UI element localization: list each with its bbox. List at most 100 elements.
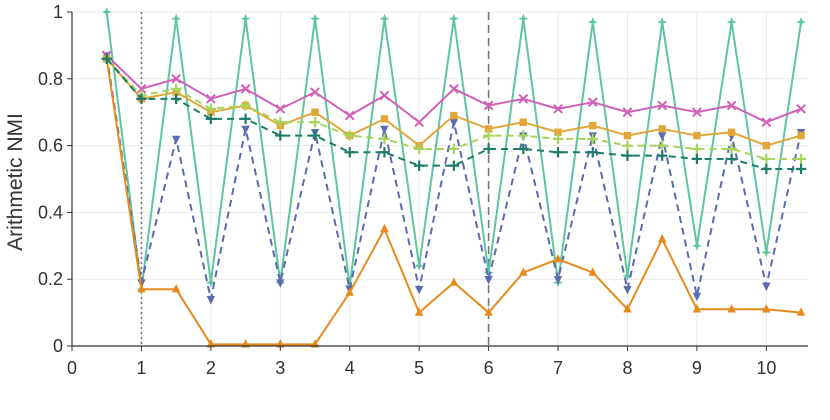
series-5-point-5	[275, 117, 286, 128]
series-5-point-19	[761, 153, 772, 165]
series-0-point-0	[101, 7, 112, 17]
tick-labels: 0 1 2 3 4 5 6 7 8 9 10 0 0.2 0.4 0.6 0.8 1	[38, 2, 776, 378]
series-2-point-19	[762, 304, 771, 313]
series-5-point-11	[483, 130, 494, 141]
series-3-point-16	[657, 100, 668, 111]
series-2-point-17	[692, 304, 702, 313]
series-2-point-18	[727, 304, 736, 313]
series-5-point-6	[309, 117, 321, 128]
series-6-point-7	[344, 147, 355, 158]
series-5-point-14	[587, 133, 598, 145]
series-6-point-20	[795, 163, 807, 175]
series-0-point-3	[205, 277, 216, 288]
series-0-point-17	[691, 240, 702, 251]
y-tick-label-1: 0.2	[38, 269, 63, 289]
series-1-point-4	[241, 125, 250, 135]
series-6-point-1	[136, 93, 147, 105]
series-0-point-4	[240, 13, 251, 24]
series-4-point-14	[589, 121, 597, 130]
series-3-point-9	[414, 117, 425, 128]
series-1-point-9	[414, 286, 424, 295]
series-3-point-7	[344, 110, 355, 121]
series-3-point-19	[761, 117, 772, 128]
series-5-point-13	[552, 133, 564, 145]
x-tick-label-7: 7	[553, 358, 563, 378]
series-layer	[101, 7, 807, 348]
series-6-point-6	[309, 130, 321, 141]
series-0-point-14	[587, 17, 598, 28]
reference-lines	[140, 12, 490, 346]
x-tick-label-2: 2	[206, 358, 216, 378]
series-1-point-16	[657, 132, 667, 141]
series-4-point-16	[658, 125, 666, 133]
series-6-point-0	[101, 53, 112, 64]
series-3-point-3	[205, 93, 216, 104]
series-3-point-8	[379, 90, 390, 101]
series-1-point-17	[692, 292, 702, 302]
series-3-point-18	[726, 100, 737, 111]
series-2-point-1	[137, 284, 146, 293]
series-4-point-17	[693, 131, 701, 140]
series-0-point-10	[448, 13, 459, 24]
series-4-point-18	[727, 128, 736, 136]
series-5-point-9	[413, 143, 425, 155]
y-tick-label-0: 0	[53, 336, 63, 356]
series-4-point-15	[623, 131, 632, 140]
series-6-point-3	[205, 113, 217, 125]
series-6-point-12	[518, 143, 529, 155]
series-0-point-6	[310, 13, 321, 24]
series-2-point-15	[623, 304, 632, 313]
series-5-point-3	[205, 103, 217, 115]
series-4-point-12	[519, 118, 528, 126]
series-0-point-9	[414, 260, 425, 271]
series-1-point-11	[484, 276, 493, 285]
y-axis-title: Arithmetic NMI	[4, 113, 27, 251]
series-6-point-8	[379, 147, 390, 158]
series-5-point-4	[240, 100, 251, 111]
x-tick-label-0: 0	[67, 358, 77, 378]
series-3	[101, 50, 806, 128]
x-tick-label-3: 3	[275, 358, 285, 378]
x-tick-label-4: 4	[345, 358, 355, 378]
series-6-point-9	[413, 160, 425, 171]
series-6-point-4	[240, 113, 251, 125]
series-4-point-20	[797, 131, 805, 140]
series-1-point-3	[206, 296, 216, 305]
series-4-point-19	[762, 141, 771, 150]
series-3-point-1	[136, 83, 147, 94]
series-2-point-8	[380, 223, 389, 233]
x-tick-label-8: 8	[622, 358, 632, 378]
series-3-point-4	[240, 83, 251, 94]
series-5-point-17	[691, 143, 703, 155]
series-6-point-16	[656, 150, 668, 161]
series-2-point-2	[171, 284, 181, 293]
series-6-point-13	[552, 147, 564, 158]
series-1-point-5	[276, 279, 285, 288]
series-5-point-18	[726, 143, 737, 155]
series-0-point-18	[726, 17, 737, 28]
series-3-point-13	[553, 103, 563, 114]
series-1-point-10	[449, 119, 459, 128]
series-2-point-10	[449, 277, 459, 286]
series-3-point-10	[448, 83, 459, 94]
series-3-point-15	[622, 107, 633, 118]
x-tick-label-1: 1	[136, 358, 146, 378]
series-0-point-12	[518, 13, 529, 24]
series-1-point-2	[171, 135, 181, 145]
axes	[71, 12, 808, 347]
series-0-point-15	[622, 270, 633, 281]
series-5-point-10	[448, 143, 460, 155]
series-3-point-14	[587, 97, 598, 108]
series-5-point-12	[518, 130, 529, 141]
series-6-point-14	[587, 147, 598, 158]
series-1-point-13	[553, 276, 563, 285]
series-5-point-16	[656, 140, 668, 151]
series-5-point-20	[795, 153, 807, 165]
series-6-point-17	[691, 153, 703, 165]
series-1-point-8	[380, 125, 389, 135]
series-6-point-10	[448, 160, 460, 171]
series-3-point-2	[171, 73, 182, 84]
series-2-point-12	[519, 267, 528, 276]
